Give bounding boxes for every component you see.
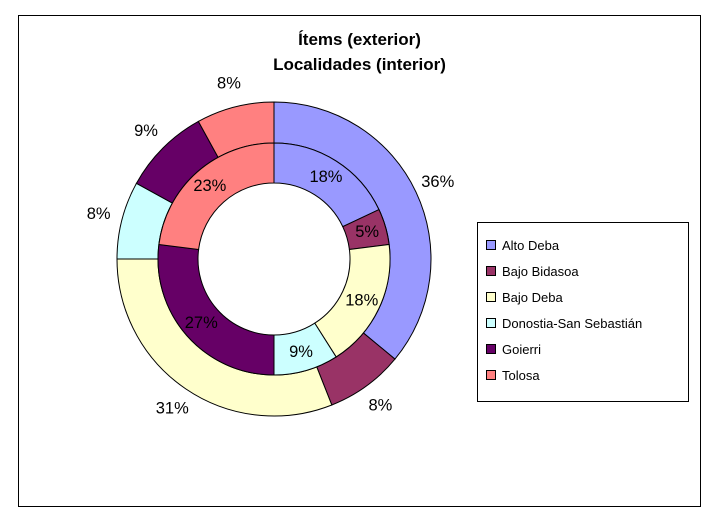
legend-item-tolosa: Tolosa: [486, 365, 540, 385]
doughnut-plot: 36% 8% 31% 8% 9% 8% 18% 5% 18% 9% 27% 23%: [87, 75, 455, 418]
legend-swatch: [486, 266, 496, 276]
legend: Alto Deba Bajo Bidasoa Bajo Deba Donostia-S…: [477, 222, 689, 402]
legend-swatch: [486, 240, 496, 250]
outer-label-bajo-bidasoa: 8%: [368, 396, 392, 414]
inner-label-donostia-san-sebastian: 9%: [289, 343, 313, 361]
outer-label-donostia-san-sebastian: 8%: [87, 205, 111, 223]
legend-item-bajo-bidasoa: Bajo Bidasoa: [486, 261, 579, 281]
legend-swatch: [486, 318, 496, 328]
inner-slice-tolosa: [158, 142, 275, 251]
chart-title-line-1: Ítems (exterior): [298, 30, 421, 49]
legend-item-alto-deba: Alto Deba: [486, 235, 559, 255]
legend-label: Bajo Deba: [502, 289, 563, 305]
chart-area: Ítems (exterior) Localidades (interior) …: [18, 15, 701, 507]
legend-swatch: [486, 370, 496, 380]
outer-label-goierri: 9%: [134, 122, 158, 140]
inner-label-tolosa: 23%: [193, 177, 226, 195]
inner-label-bajo-bidasoa: 5%: [355, 223, 379, 241]
legend-item-bajo-deba: Bajo Deba: [486, 287, 563, 307]
legend-label: Donostia-San Sebastián: [502, 315, 643, 331]
doughnut-rings: [116, 101, 432, 417]
legend-label: Alto Deba: [502, 237, 560, 253]
data-labels: 36% 8% 31% 8% 9% 8% 18% 5% 18% 9% 27% 23%: [87, 75, 455, 418]
legend-label: Tolosa: [502, 367, 540, 383]
legend-label: Bajo Bidasoa: [502, 263, 579, 279]
chart-title: Ítems (exterior) Localidades (interior): [19, 27, 700, 77]
chart-title-line-2: Localidades (interior): [273, 55, 446, 74]
outer-label-bajo-deba: 31%: [156, 400, 189, 418]
outer-label-alto-deba: 36%: [421, 173, 454, 191]
legend-swatch: [486, 292, 496, 302]
outer-label-tolosa: 8%: [217, 75, 241, 93]
inner-label-goierri: 27%: [185, 314, 218, 332]
inner-label-bajo-deba: 18%: [345, 291, 378, 309]
legend-item-goierri: Goierri: [486, 339, 541, 359]
inner-label-alto-deba: 18%: [309, 168, 342, 186]
legend-swatch: [486, 344, 496, 354]
legend-item-donostia-san-sebastian: Donostia-San Sebastián: [486, 313, 642, 333]
legend-label: Goierri: [502, 341, 542, 357]
